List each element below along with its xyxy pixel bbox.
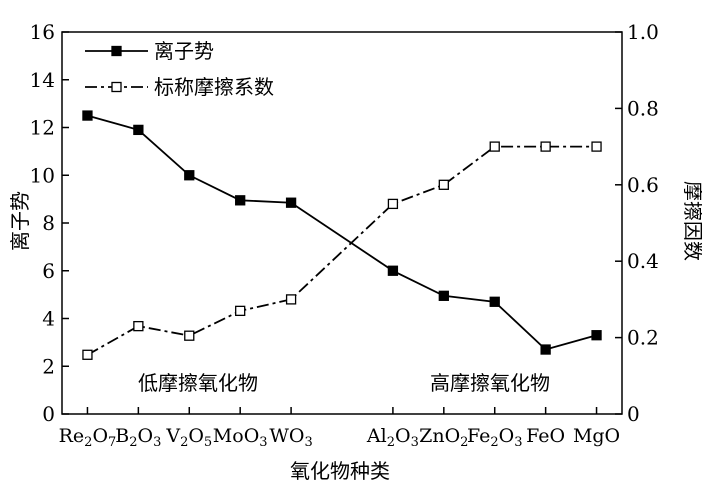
left-tick-label: 2 — [42, 354, 55, 378]
series-1-point — [591, 141, 602, 152]
series-0-point — [387, 265, 399, 276]
right-tick-label: 1.0 — [627, 20, 659, 44]
series-1-point — [82, 349, 93, 360]
right-axis-ticks: 0 0.2 0.4 0.6 0.8 1.0 — [615, 20, 659, 426]
x-tick-label: Fe2O3 — [467, 425, 523, 450]
series-1-point — [184, 330, 195, 341]
series-0-point — [133, 124, 144, 136]
series-0-point — [285, 197, 297, 208]
left-tick-label: 16 — [30, 20, 55, 44]
series-0-point — [489, 296, 500, 307]
left-tick-label: 10 — [30, 163, 55, 187]
series-0-point — [184, 170, 195, 181]
x-tick-label: V2O5 — [165, 425, 212, 450]
y-axis-title-right: 摩擦因数 — [681, 181, 702, 261]
series-line-1 — [87, 145, 597, 356]
plot-border — [61, 31, 623, 415]
legend-marker-0 — [111, 45, 122, 57]
left-tick-label: 0 — [42, 402, 55, 426]
right-tick-label: 0.8 — [627, 96, 659, 120]
series-1-point — [489, 141, 500, 152]
x-axis-title: 氧化物种类 — [290, 459, 390, 483]
annotation-low-friction: 低摩擦氧化物 — [138, 371, 258, 395]
series-0-point — [235, 195, 246, 206]
legend-marker-1 — [111, 81, 122, 93]
right-tick-label: 0.6 — [627, 173, 659, 197]
legend-label-0: 离子势 — [154, 39, 214, 63]
series-0-point — [540, 344, 551, 355]
right-tick-label: 0 — [627, 402, 640, 426]
right-tick-label: 0.2 — [627, 326, 659, 350]
series-1-point — [235, 305, 246, 317]
left-tick-label: 8 — [42, 211, 55, 235]
series-layer — [82, 110, 602, 360]
series-0-point — [82, 110, 93, 121]
series-0-point — [438, 290, 449, 301]
series-1-point — [285, 294, 297, 305]
x-tick-label: MgO — [573, 425, 620, 447]
left-tick-label: 14 — [30, 68, 55, 92]
left-tick-label: 6 — [42, 259, 55, 283]
series-1-point — [387, 198, 399, 210]
x-tick-label: Al2O3 — [366, 425, 419, 450]
annotation-high-friction: 高摩擦氧化物 — [430, 371, 550, 395]
legend-label-1: 标称摩擦系数 — [154, 75, 274, 99]
series-1-point — [133, 320, 144, 332]
right-tick-label: 0.4 — [627, 249, 659, 273]
x-tick-label: Re2O7 — [59, 425, 117, 450]
y-axis-title-left: 离子势 — [8, 191, 32, 251]
x-tick-label: FeO — [526, 425, 565, 447]
x-tick-label: B2O3 — [115, 425, 161, 450]
left-tick-label: 4 — [42, 307, 55, 331]
x-tick-label: WO3 — [269, 425, 312, 450]
left-tick-label: 12 — [30, 116, 55, 140]
series-line-0 — [87, 114, 597, 351]
series-1-point — [540, 141, 551, 152]
left-axis-ticks: 0 2 4 6 8 10 12 14 16 — [30, 20, 69, 426]
x-tick-label: MoO3 — [213, 425, 268, 450]
plot-area — [61, 31, 623, 415]
series-0-point — [591, 330, 602, 341]
x-tick-label: ZnO2 — [419, 425, 468, 450]
series-1-point — [438, 179, 449, 190]
